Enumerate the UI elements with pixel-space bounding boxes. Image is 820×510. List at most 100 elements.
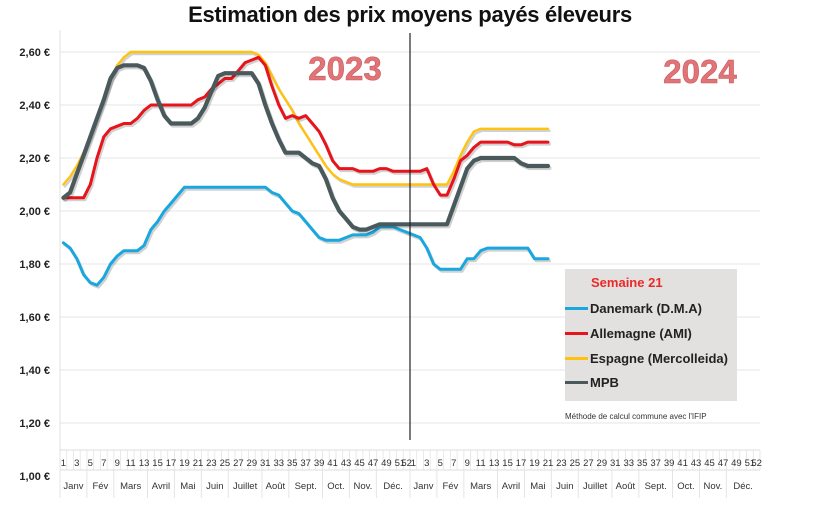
month-label: Fév xyxy=(92,481,108,492)
y-tick-label: 1,60 € xyxy=(19,312,50,324)
x-tick-label: 7 xyxy=(101,458,106,469)
x-tick-label: 15 xyxy=(502,458,513,469)
x-tick-label: 3 xyxy=(424,458,429,469)
x-tick-label: 35 xyxy=(287,458,298,469)
legend-swatch xyxy=(565,380,588,384)
month-label: Août xyxy=(266,481,286,492)
legend-item-mpb: MPB xyxy=(565,373,619,391)
x-tick-label: 25 xyxy=(220,458,231,469)
x-tick-label: 17 xyxy=(166,458,177,469)
series-line-mpb xyxy=(61,63,551,232)
x-tick-label: 45 xyxy=(704,458,715,469)
x-tick-label: 19 xyxy=(179,458,190,469)
legend-label: Espagne (Mercolleida) xyxy=(590,350,728,366)
month-label: Juillet xyxy=(583,481,608,492)
legend-item-danemark: Danemark (D.M.A) xyxy=(565,299,702,317)
x-tick-label: 27 xyxy=(233,458,244,469)
month-label: Déc. xyxy=(383,481,403,492)
year-label-2023: 2023 xyxy=(308,50,381,87)
x-tick-label: 33 xyxy=(273,458,284,469)
x-tick-label: 37 xyxy=(300,458,311,469)
x-tick-label: 51 xyxy=(745,458,756,469)
x-tick-label: 11 xyxy=(476,458,486,469)
x-tick-label: 43 xyxy=(341,458,352,469)
x-tick-label: 29 xyxy=(597,458,608,469)
x-tick-label: 17 xyxy=(516,458,527,469)
y-tick-label: 2,00 € xyxy=(19,206,50,218)
x-tick-label: 39 xyxy=(664,458,675,469)
x-tick-label: 49 xyxy=(731,458,742,469)
x-tick-label: 51 xyxy=(395,458,406,469)
chart-title: Estimation des prix moyens payés éleveur… xyxy=(188,2,632,27)
year-label-2024: 2024 xyxy=(663,53,737,90)
legend-label: MPB xyxy=(590,374,619,390)
x-tick-label: 33 xyxy=(623,458,634,469)
series-line-allemagne xyxy=(61,55,550,200)
x-tick-label: 13 xyxy=(489,458,500,469)
legend-item-allemagne: Allemagne (AMI) xyxy=(565,324,692,342)
legend-label: Danemark (D.M.A) xyxy=(590,300,702,316)
month-label: Sept. xyxy=(295,481,317,492)
x-tick-label: 23 xyxy=(206,458,217,469)
x-tick-label: 1 xyxy=(61,458,66,469)
legend-title: Semaine 21 xyxy=(591,275,663,290)
month-label: Mars xyxy=(120,481,141,492)
legend-swatch xyxy=(565,306,588,310)
x-tick-label: 31 xyxy=(260,458,271,469)
y-tick-label: 2,40 € xyxy=(19,100,50,112)
month-label: Mai xyxy=(180,481,195,492)
y-tick-label: 1,20 € xyxy=(19,418,50,430)
month-label: Mars xyxy=(470,481,491,492)
x-tick-label: 52 xyxy=(751,458,762,469)
x-tick-label: 41 xyxy=(677,458,688,469)
x-tick-label: 1 xyxy=(411,458,416,469)
y-axis: 1,00 € 1,20 € 1,40 € 1,60 € 1,80 € 2,00 € 2,20… xyxy=(19,47,50,483)
x-tick-label: 35 xyxy=(637,458,648,469)
x-tick-label: 7 xyxy=(451,458,456,469)
series-line-danemark xyxy=(61,185,550,287)
x-tick-label: 31 xyxy=(610,458,621,469)
x-tick-label: 25 xyxy=(570,458,581,469)
x-tick-label: 39 xyxy=(314,458,325,469)
month-label: Avril xyxy=(152,481,170,492)
x-tick-label: 47 xyxy=(368,458,379,469)
x-tick-label: 13 xyxy=(139,458,150,469)
x-tick-label: 47 xyxy=(718,458,729,469)
month-label: Oct. xyxy=(327,481,344,492)
month-label: Fév xyxy=(442,481,458,492)
x-axis: 1 3 5 7 9 11 13 15 17 19 21 23 25 27 29 31 33 35 37 39 41 43 4… xyxy=(59,449,762,498)
x-tick-label: 37 xyxy=(650,458,661,469)
month-label: Nov. xyxy=(703,481,722,492)
month-label: Avril xyxy=(502,481,520,492)
x-tick-label: 21 xyxy=(193,458,204,469)
series-line-espagne xyxy=(62,50,550,186)
annotations: 2023 2024 xyxy=(308,33,738,440)
x-tick-label: 11 xyxy=(126,458,136,469)
legend-swatch xyxy=(565,331,588,335)
x-tick-label: 23 xyxy=(556,458,567,469)
y-tick-label: 1,80 € xyxy=(19,259,50,271)
y-tick-label: 1,00 € xyxy=(19,471,50,483)
month-label: Juin xyxy=(556,481,573,492)
x-tick-label: 5 xyxy=(88,458,93,469)
legend-label: Allemagne (AMI) xyxy=(590,325,692,341)
x-tick-label: 15 xyxy=(152,458,163,469)
legend-item-espagne: Espagne (Mercolleida) xyxy=(565,349,728,367)
legend-swatch xyxy=(565,356,588,360)
x-tick-label: 52 xyxy=(401,458,412,469)
x-tick-label: 9 xyxy=(465,458,470,469)
x-tick-label: 29 xyxy=(247,458,258,469)
series-shadow xyxy=(63,187,551,289)
month-label: Mai xyxy=(530,481,545,492)
month-label: Sept. xyxy=(645,481,667,492)
x-tick-label: 21 xyxy=(543,458,554,469)
month-label: Nov. xyxy=(353,481,372,492)
x-tick-label: 43 xyxy=(691,458,702,469)
month-label: Janv xyxy=(413,481,433,492)
series-lines xyxy=(61,50,552,289)
month-label: Juillet xyxy=(233,481,258,492)
x-tick-label: 19 xyxy=(529,458,540,469)
month-label: Janv xyxy=(63,481,83,492)
x-tick-label: 49 xyxy=(381,458,392,469)
